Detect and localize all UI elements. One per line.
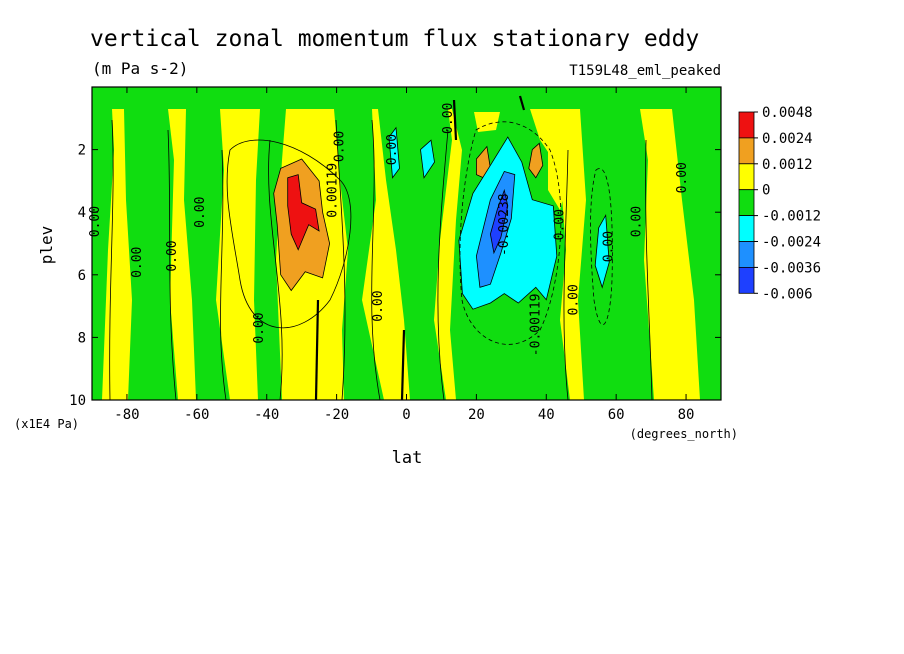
green-band-far-south bbox=[92, 109, 114, 400]
y-tick-label: 8 bbox=[78, 330, 86, 346]
contour-line bbox=[563, 149, 569, 400]
contour-line bbox=[645, 139, 653, 400]
colorbar-label: -0.0012 bbox=[762, 209, 821, 225]
contour-line bbox=[109, 119, 114, 400]
contour-label: -0.00119 bbox=[528, 294, 543, 357]
zero-contour bbox=[452, 99, 458, 141]
colorbar-label: -0.006 bbox=[762, 286, 813, 302]
zero-contour bbox=[400, 329, 406, 400]
green-band-equator bbox=[378, 109, 452, 400]
contour-region bbox=[420, 139, 435, 179]
green-band-far-north bbox=[672, 109, 721, 400]
contour-lines bbox=[109, 119, 653, 400]
y-axis-units: (x1E4 Pa) bbox=[14, 417, 79, 431]
colorbar-swatch bbox=[738, 266, 755, 294]
contour-label: 0.00119 bbox=[326, 163, 341, 218]
chart-title: vertical zonal momentum flux stationary … bbox=[90, 26, 699, 52]
green-band-south-2 bbox=[184, 109, 230, 400]
x-tick-label: 60 bbox=[608, 407, 625, 423]
green-band-south-1 bbox=[124, 109, 178, 400]
contour-label: 0.00 bbox=[193, 197, 208, 228]
contour-line bbox=[335, 119, 346, 400]
contour-label: 0.00 bbox=[602, 231, 617, 262]
colorbar-swatch bbox=[738, 241, 755, 268]
contour-label: 0.00 bbox=[165, 240, 180, 271]
colorbar-swatch bbox=[738, 189, 755, 216]
colorbar-label: 0.0012 bbox=[762, 157, 813, 173]
contour-label: 0.00 bbox=[630, 206, 645, 237]
contour-label: 0.00 bbox=[371, 290, 386, 321]
x-tick-label: -80 bbox=[114, 407, 139, 423]
contour-region bbox=[528, 142, 544, 179]
contour-label: 0.00 bbox=[553, 209, 568, 240]
zero-contours bbox=[314, 95, 526, 400]
contour-label: 0.00 bbox=[130, 247, 145, 278]
colorbar: 0.0048 0.0024 0.0012 0 -0.0012 -0.0024 -0.0036… bbox=[738, 105, 821, 302]
zero-contour bbox=[518, 95, 526, 111]
contour-line bbox=[590, 168, 613, 325]
x-tick-label: 40 bbox=[538, 407, 555, 423]
contour-line bbox=[220, 149, 227, 400]
contour-region bbox=[388, 126, 400, 179]
field-layer bbox=[92, 87, 721, 400]
contour-region bbox=[489, 188, 509, 255]
y-axis-label: plev bbox=[37, 226, 56, 265]
green-band-south-4 bbox=[334, 109, 384, 400]
contour-label: 0.00 bbox=[385, 134, 400, 165]
colorbar-swatch bbox=[738, 111, 755, 139]
green-band-north-2 bbox=[578, 109, 654, 400]
x-tick-label: -60 bbox=[184, 407, 209, 423]
experiment-label: T159L48_eml_peaked bbox=[569, 63, 721, 79]
colorbar-label: 0 bbox=[762, 183, 770, 199]
colorbar-swatch bbox=[738, 163, 755, 191]
y-tick-label: 10 bbox=[69, 393, 86, 409]
contour-line bbox=[459, 121, 562, 345]
green-top-strip bbox=[92, 87, 721, 109]
colorbar-label: 0.0024 bbox=[762, 131, 813, 147]
contour-line bbox=[226, 139, 352, 329]
colorbar-swatch bbox=[738, 137, 755, 165]
contour-region bbox=[594, 213, 610, 289]
contour-label: -0.00238 bbox=[497, 193, 512, 256]
colorbar-swatch bbox=[738, 215, 755, 242]
x-tick-label: 20 bbox=[468, 407, 485, 423]
y-tick-label: 2 bbox=[78, 143, 86, 159]
contour-label: 0.00 bbox=[441, 103, 456, 134]
yellow-pocket-3 bbox=[300, 109, 334, 175]
colorbar-label: -0.0024 bbox=[762, 235, 821, 251]
x-tick-label: -40 bbox=[254, 407, 279, 423]
colorbar-label: -0.0036 bbox=[762, 260, 821, 276]
contour-line bbox=[437, 129, 449, 400]
contour-label: 0.00 bbox=[675, 162, 690, 193]
contour-label: 0.00 bbox=[567, 284, 582, 315]
contour-label: 0.00 bbox=[88, 206, 103, 237]
x-tick-label: 0 bbox=[402, 407, 410, 423]
contour-line bbox=[167, 129, 177, 400]
contour-label: 0.00 bbox=[333, 131, 348, 162]
colorbar-label: 0.0048 bbox=[762, 105, 813, 121]
y-tick-label: 4 bbox=[78, 205, 86, 221]
yellow-pocket-1 bbox=[548, 128, 568, 210]
x-tick-label: 80 bbox=[678, 407, 695, 423]
contour-label: 0.00 bbox=[252, 312, 267, 343]
x-axis-label: lat bbox=[392, 448, 423, 468]
zero-contour bbox=[314, 299, 320, 400]
contour-line bbox=[268, 139, 283, 400]
contour-line bbox=[371, 119, 381, 400]
yellow-pockets bbox=[300, 109, 568, 210]
axes: -80 -60 -40 -20 0 20 40 60 80 2 4 6 8 10 bbox=[69, 87, 721, 423]
contour-labels: 0.000.00 0.000.000.000.001190.000.000.000… bbox=[88, 103, 690, 357]
contour-region bbox=[287, 174, 320, 251]
chart-units: (m Pa s-2) bbox=[92, 59, 188, 78]
yellow-pocket-2 bbox=[474, 112, 500, 132]
x-tick-label: -20 bbox=[324, 407, 349, 423]
y-tick-label: 6 bbox=[78, 268, 86, 284]
x-axis-units: (degrees_north) bbox=[630, 427, 738, 441]
contour-regions bbox=[273, 126, 610, 310]
